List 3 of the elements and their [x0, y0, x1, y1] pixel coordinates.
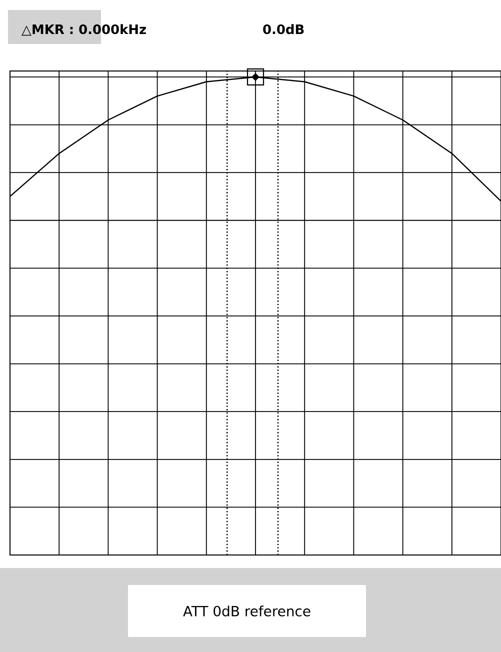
- chart-title: △MKR : 0.000kHz: [22, 24, 146, 36]
- chart-subtitle: 0.0dB: [263, 24, 304, 34]
- text: ATT 0dB reference: [183, 606, 310, 616]
